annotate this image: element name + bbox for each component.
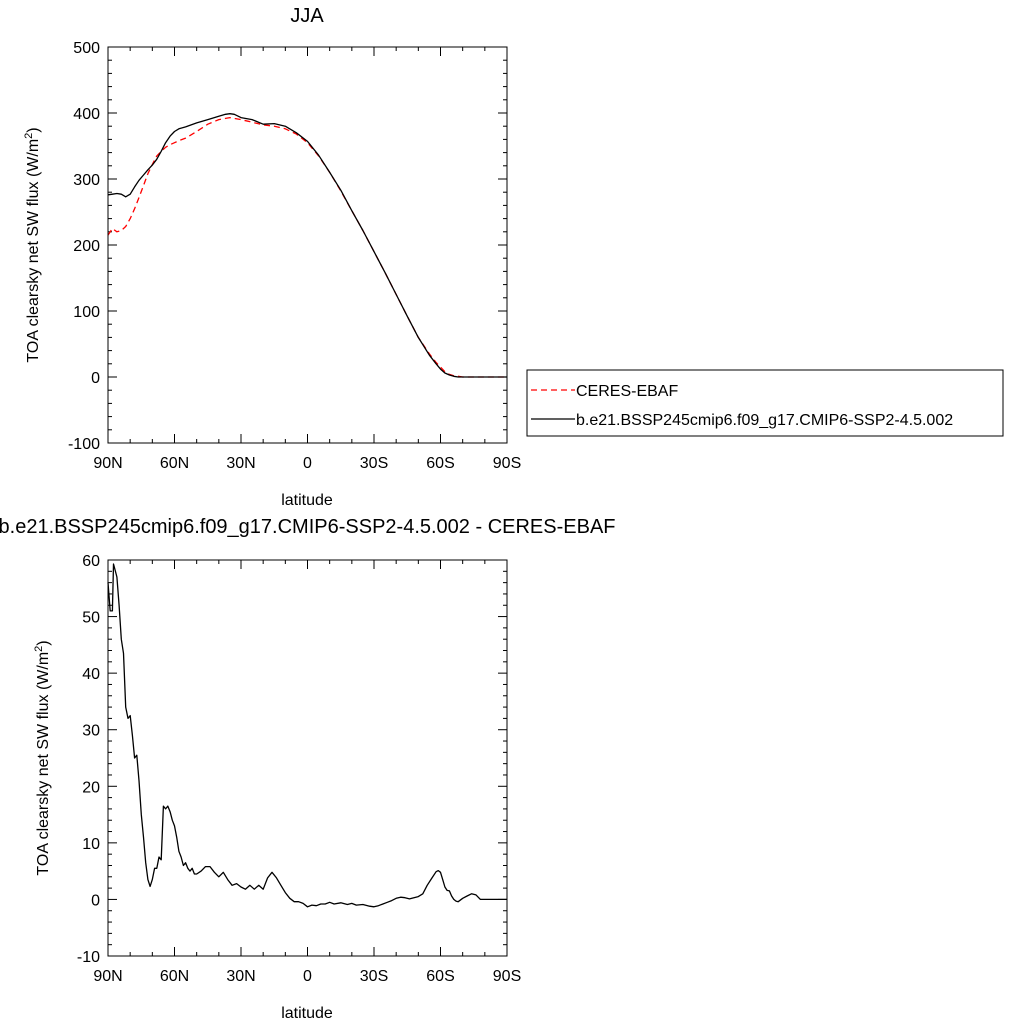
y-tick-label: -10 — [77, 949, 100, 966]
x-tick-label: 60N — [160, 455, 189, 472]
x-tick-label: 30S — [360, 455, 388, 472]
top-y-axis-title: TOA clearsky net SW flux (W/m2) — [23, 127, 42, 362]
series-line-0 — [107, 116, 507, 378]
top-axis-ticks: -100 0 100 200 300 400 500 90N 60N 30N 0 30S 60S 90S — [68, 40, 521, 472]
bottom-y-axis-title: TOA clearsky net SW flux (W/m2) — [33, 640, 52, 875]
x-tick-label: 90N — [93, 455, 122, 472]
y-tick-label: 40 — [82, 666, 100, 683]
x-tick-label: 60N — [160, 968, 189, 985]
x-tick-label: 60S — [426, 968, 454, 985]
series-line-1 — [107, 113, 507, 378]
y-tick-label: 10 — [82, 836, 100, 853]
top-series-group — [107, 113, 507, 378]
legend-label-ceres: CERES-EBAF — [576, 383, 678, 400]
y-tick-label: 0 — [91, 370, 100, 387]
bottom-panel: b.e21.BSSP245cmip6.f09_g17.CMIP6-SSP2-4.… — [0, 516, 615, 1022]
bottom-axis-ticks: -10 0 10 20 30 40 50 60 90N 60N 30N 0 30S 60S 90S — [77, 553, 521, 985]
y-tick-label: 20 — [82, 779, 100, 796]
y-tick-label: 0 — [91, 892, 100, 909]
legend-box — [526, 369, 1004, 437]
bottom-plot-title: b.e21.BSSP245cmip6.f09_g17.CMIP6-SSP2-4.… — [0, 516, 615, 538]
y-tick-label: 100 — [73, 304, 100, 321]
y-tick-label: 30 — [82, 723, 100, 740]
x-tick-label: 0 — [303, 455, 312, 472]
x-tick-label: 60S — [426, 455, 454, 472]
x-tick-label: 30N — [226, 968, 255, 985]
bottom-series-group — [107, 563, 507, 908]
y-tick-label: 500 — [73, 40, 100, 57]
x-tick-label: 30N — [226, 455, 255, 472]
y-tick-label: -100 — [68, 436, 100, 453]
x-tick-label: 90S — [493, 968, 521, 985]
x-tick-label: 90S — [493, 455, 521, 472]
y-tick-label: 300 — [73, 172, 100, 189]
legend-label-model: b.e21.BSSP245cmip6.f09_g17.CMIP6-SSP2-4.… — [576, 412, 953, 429]
bottom-x-axis-title: latitude — [281, 1005, 333, 1022]
top-x-axis-title: latitude — [281, 492, 333, 509]
x-tick-label: 0 — [303, 968, 312, 985]
legend: CERES-EBAF b.e21.BSSP245cmip6.f09_g17.CM… — [526, 369, 1004, 437]
y-tick-label: 200 — [73, 238, 100, 255]
y-tick-label: 400 — [73, 106, 100, 123]
bottom-plot-frame — [107, 559, 508, 957]
top-plot-title: JJA — [290, 5, 324, 27]
top-panel: JJA -100 0 100 200 300 400 500 90N 60N 30N 0 30S 60S… — [23, 5, 1004, 509]
x-tick-label: 30S — [360, 968, 388, 985]
y-tick-label: 60 — [82, 553, 100, 570]
x-tick-label: 90N — [93, 968, 122, 985]
difference-line — [107, 563, 507, 908]
y-tick-label: 50 — [82, 610, 100, 627]
top-plot-frame — [107, 46, 508, 444]
